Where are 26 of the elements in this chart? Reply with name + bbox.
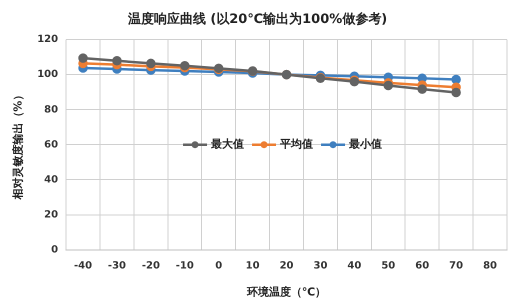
- y-tick-label: 120: [37, 34, 58, 46]
- x-tick-label: 80: [483, 260, 498, 272]
- x-tick-label: -20: [142, 260, 160, 272]
- y-tick-label: 100: [37, 69, 58, 80]
- x-tick-label: -30: [108, 260, 126, 272]
- legend-label: 最大值: [210, 138, 244, 151]
- x-axis-title: 环境温度（℃）: [246, 285, 326, 298]
- y-tick-label: 40: [44, 174, 58, 186]
- x-tick-label: 10: [246, 260, 260, 272]
- legend-label: 平均值: [279, 138, 314, 151]
- x-tick-label: 40: [347, 260, 362, 272]
- x-tick-label: -40: [74, 260, 92, 272]
- x-tick-label: 60: [415, 260, 430, 272]
- y-tick-label: 80: [44, 104, 58, 116]
- x-tick-label: 70: [449, 260, 464, 272]
- y-tick-label: 60: [44, 139, 58, 150]
- y-tick-label: 0: [51, 244, 58, 256]
- x-tick-label: 30: [313, 260, 328, 272]
- x-tick-label: -10: [176, 260, 194, 272]
- x-tick-label: 0: [215, 260, 222, 272]
- y-tick-label: 20: [44, 209, 58, 220]
- legend-label: 最小值: [348, 138, 382, 151]
- y-axis-title: 相对灵敏度输出（%）: [11, 90, 24, 201]
- chart-title: 温度响应曲线 (以20℃输出为100%做参考): [126, 11, 388, 28]
- x-tick-label: 20: [280, 260, 294, 272]
- x-tick-label: 50: [381, 260, 396, 272]
